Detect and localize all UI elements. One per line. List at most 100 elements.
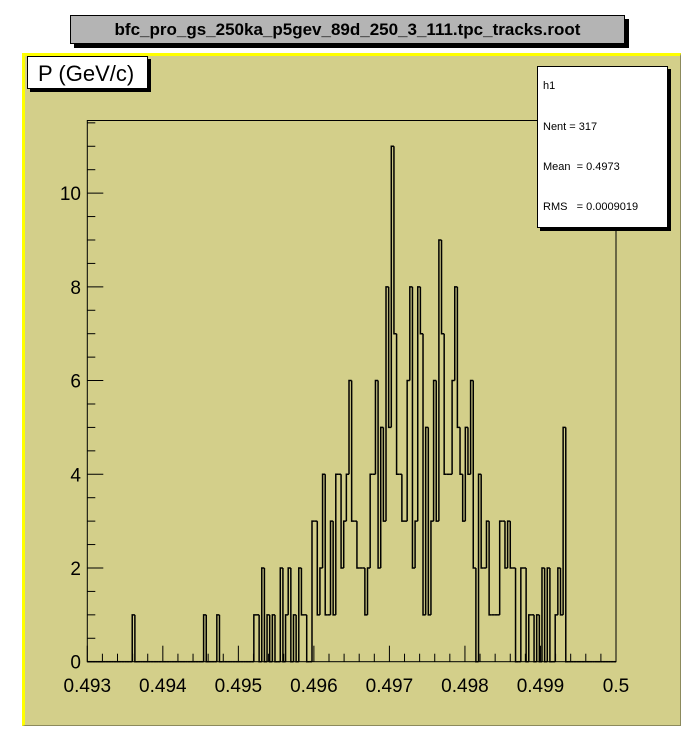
histogram-bin xyxy=(411,286,416,569)
histogram-bin xyxy=(432,379,437,522)
histogram-bin xyxy=(440,239,445,335)
histogram-bin xyxy=(202,614,207,662)
x-tick-labels: 0.493 0.494 0.495 0.496 0.497 0.498 0.49… xyxy=(64,676,630,697)
histogram-bin xyxy=(565,427,569,663)
histogram-bin xyxy=(382,427,387,522)
histogram-bin xyxy=(424,426,429,615)
x-tick-label: 0.497 xyxy=(366,676,414,697)
x-tick-label: 0.494 xyxy=(139,676,187,697)
histogram-bin xyxy=(480,474,484,569)
histogram-bin xyxy=(469,379,474,475)
histogram-bin xyxy=(546,567,550,662)
histogram-bin xyxy=(350,380,355,522)
histogram-bin xyxy=(390,145,394,428)
histogram-bin xyxy=(427,427,431,616)
y-tick-label: 2 xyxy=(70,559,81,580)
histogram-bin xyxy=(395,333,400,476)
histogram-bin xyxy=(467,427,471,476)
histogram-bin xyxy=(472,380,476,569)
histogram-bin xyxy=(218,614,223,663)
histogram-bin xyxy=(305,614,310,663)
histogram-bin xyxy=(279,567,283,662)
histogram-bin xyxy=(329,520,334,615)
histogram-bin xyxy=(271,614,275,662)
x-tick-label: 0.5 xyxy=(603,676,629,697)
x-tick-label: 0.499 xyxy=(517,676,565,697)
histogram-bin xyxy=(261,567,265,662)
histogram-bin xyxy=(485,520,490,568)
x-tick-label: 0.496 xyxy=(290,676,338,697)
histogram-bin xyxy=(533,614,537,663)
histogram-bin xyxy=(514,567,519,663)
histogram-bin xyxy=(335,473,339,615)
histogram-bin xyxy=(459,427,463,476)
histogram-bin xyxy=(562,426,566,615)
histogram-bin xyxy=(258,614,262,663)
histogram-bin xyxy=(134,614,138,663)
histogram-bin xyxy=(453,286,458,381)
histogram-bin xyxy=(131,614,135,662)
stats-entries: Nent = 317 xyxy=(543,121,598,133)
stats-rms: RMS = 0.0009019 xyxy=(543,201,639,213)
histogram-bin xyxy=(477,473,482,662)
histogram-bin xyxy=(554,614,558,662)
histogram-bin xyxy=(438,239,442,522)
histogram-bin xyxy=(414,520,418,568)
histogram-bin xyxy=(557,567,561,615)
histogram-bin xyxy=(498,520,503,615)
histogram-bin xyxy=(538,614,542,663)
histogram-bin xyxy=(266,614,270,662)
histogram-bin xyxy=(379,426,384,568)
histogram-bin xyxy=(385,286,389,522)
histogram-bin xyxy=(377,380,381,569)
histogram-bin xyxy=(348,379,352,475)
stats-mean: Mean = 0.4973 xyxy=(543,161,620,173)
histogram-bin xyxy=(543,567,548,663)
stats-name: h1 xyxy=(543,80,556,92)
x-tick-label: 0.498 xyxy=(441,676,489,697)
histogram-bin xyxy=(528,614,532,662)
histogram-bin xyxy=(401,474,405,522)
histogram-bin xyxy=(461,474,466,522)
histogram-bin xyxy=(456,286,461,429)
histogram-bin xyxy=(369,473,373,568)
y-tick-label: 0 xyxy=(70,653,81,674)
histogram-bin xyxy=(253,614,257,662)
histogram-title: P (GeV/c) xyxy=(27,56,148,89)
histogram-bin xyxy=(419,286,424,335)
histogram-bin xyxy=(282,567,286,663)
histogram-bin xyxy=(274,614,278,663)
histogram-bin xyxy=(216,614,220,662)
histogram-bin xyxy=(284,614,289,662)
histogram-bin xyxy=(509,521,513,569)
histogram-bin xyxy=(506,520,511,568)
histogram-bin xyxy=(559,567,564,616)
histogram-bin xyxy=(364,567,368,616)
canvas-title: bfc_pro_gs_250ka_p5gev_89d_250_3_111.tpc… xyxy=(70,15,625,44)
y-tick-label: 4 xyxy=(70,465,81,486)
histogram-bin xyxy=(504,521,508,569)
histogram-bin xyxy=(311,520,315,662)
histogram-bin xyxy=(422,333,426,616)
histogram-bin xyxy=(464,426,468,522)
histogram-bin xyxy=(535,614,540,662)
x-tick-label: 0.495 xyxy=(215,676,263,697)
histogram-bin xyxy=(298,567,302,662)
histogram-bin xyxy=(430,520,434,615)
histogram-bin xyxy=(541,567,545,662)
histogram-bin xyxy=(525,567,529,663)
y-tick-label: 10 xyxy=(60,184,81,205)
histogram-bin xyxy=(268,614,273,663)
histogram-bin xyxy=(387,286,392,429)
stats-box[interactable]: h1 Nent = 317 Mean = 0.4973 RMS = 0.0009… xyxy=(537,66,668,228)
histogram-bin xyxy=(549,567,553,663)
histogram-bin xyxy=(319,567,323,615)
histogram-bin xyxy=(443,333,447,476)
histogram-bin xyxy=(366,567,371,615)
histogram-bin xyxy=(520,567,524,662)
histogram-bin xyxy=(295,614,299,663)
histogram-bin xyxy=(435,380,439,522)
y-tick-label: 8 xyxy=(70,278,81,299)
histogram-bin xyxy=(409,286,413,381)
